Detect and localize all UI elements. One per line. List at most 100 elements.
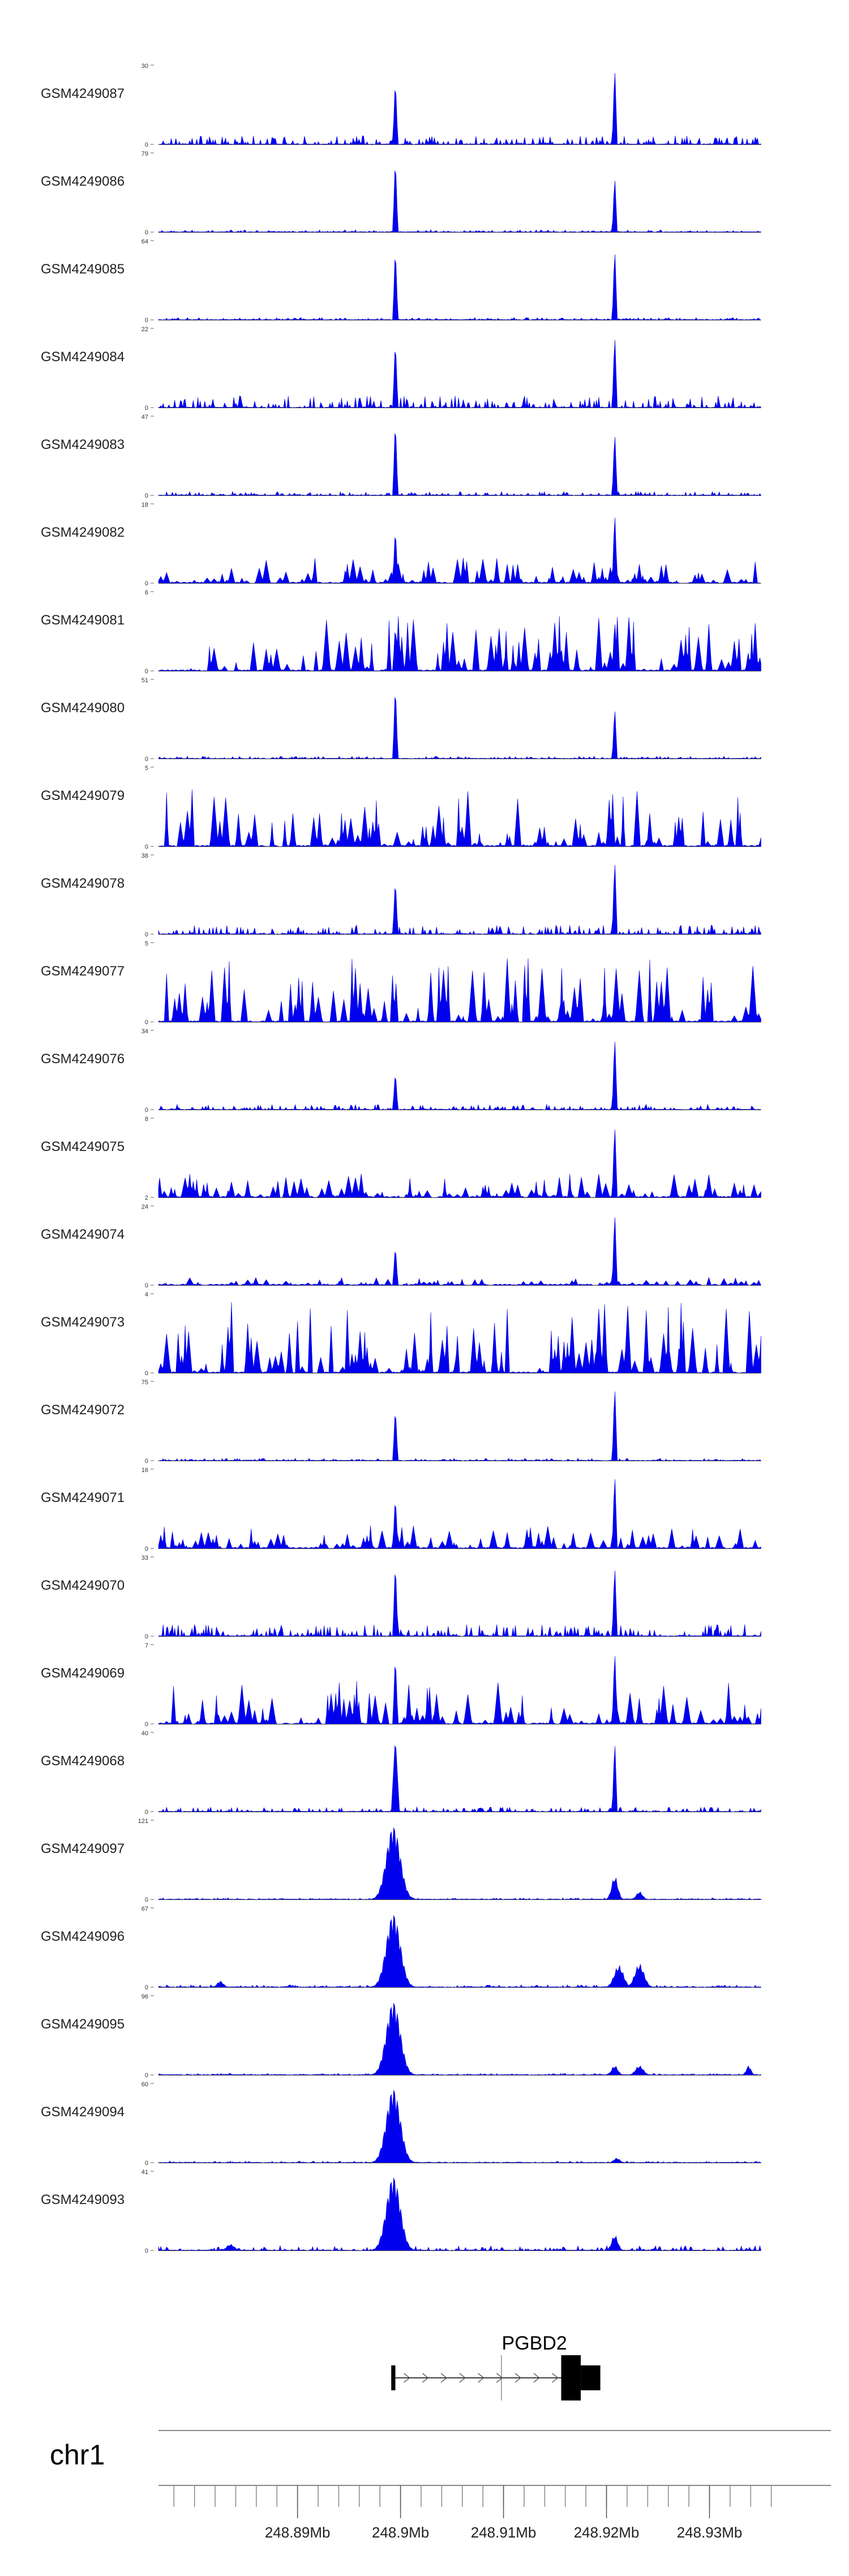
track-ymax-label: 30 <box>142 63 148 70</box>
track-label-GSM4249095: GSM4249095 <box>41 2017 125 2032</box>
track-ymin-label: 0 <box>145 1107 148 1114</box>
track-ymax-label: 7 <box>145 1642 148 1649</box>
track-ymin-label: 0 <box>145 1633 148 1640</box>
strand-arrow-icon <box>404 2373 410 2383</box>
track-ymin-label: 0 <box>145 1546 148 1552</box>
track-ymax-label: 6 <box>145 589 148 596</box>
axis-tick-label: 248.89Mb <box>265 2524 331 2541</box>
track-ymin-label: 0 <box>145 1282 148 1289</box>
track-label-GSM4249080: GSM4249080 <box>41 700 125 716</box>
track-ymin-label: 0 <box>145 580 148 587</box>
track-ymin-label: 0 <box>145 756 148 763</box>
track-ymin-label: 0 <box>145 1984 148 1991</box>
strand-arrow-icon <box>552 2373 559 2383</box>
track-ymin-label: 0 <box>145 493 148 499</box>
track-ymin-label: 0 <box>145 229 148 236</box>
strand-arrow-icon <box>514 2373 522 2383</box>
signal-area <box>158 433 761 496</box>
track-ymin-label: 0 <box>145 1721 148 1728</box>
track-ymax-label: 18 <box>142 502 148 508</box>
signal-area <box>158 865 761 935</box>
signal-area <box>158 254 761 320</box>
signal-area <box>158 2090 761 2163</box>
track-label-GSM4249093: GSM4249093 <box>41 2192 125 2207</box>
track-label-GSM4249096: GSM4249096 <box>41 1929 125 1944</box>
track-ymin-label: 0 <box>145 1370 148 1377</box>
signal-area <box>158 2002 761 2076</box>
track-ymin-label: 2 <box>145 1195 148 1201</box>
track-ymin-label: 0 <box>145 2248 148 2254</box>
signal-area <box>158 1217 761 1286</box>
track-ymax-label: 47 <box>142 414 148 421</box>
strand-arrow-icon <box>422 2373 429 2383</box>
track-ymax-label: 4 <box>145 1291 148 1298</box>
strand-arrow-icon <box>440 2373 448 2383</box>
signal-area <box>158 340 761 409</box>
signal-area <box>158 1302 761 1373</box>
track-label-GSM4249086: GSM4249086 <box>41 174 125 189</box>
track-ymax-label: 67 <box>142 1906 148 1912</box>
track-label-GSM4249078: GSM4249078 <box>41 876 125 891</box>
track-label-GSM4249094: GSM4249094 <box>41 2104 125 2120</box>
track-ymin-label: 0 <box>145 405 148 412</box>
chromosome-label: chr1 <box>50 2439 105 2471</box>
strand-arrow-icon <box>496 2373 503 2383</box>
track-label-GSM4249071: GSM4249071 <box>41 1490 125 1505</box>
signal-area <box>158 1745 761 1812</box>
track-ymin-label: 0 <box>145 142 148 148</box>
track-ymin-label: 0 <box>145 2072 148 2079</box>
signal-area <box>158 1827 761 1900</box>
track-ymax-label: 8 <box>145 1116 148 1123</box>
axis-tick-label: 248.92Mb <box>574 2524 640 2541</box>
track-ymax-label: 96 <box>142 1993 148 2000</box>
gene-exon-utr <box>581 2365 601 2390</box>
signal-area <box>158 1479 761 1549</box>
track-ymax-label: 79 <box>142 151 148 157</box>
track-ymax-label: 51 <box>142 677 148 684</box>
axis-tick-label: 248.9Mb <box>372 2524 429 2541</box>
track-label-GSM4249077: GSM4249077 <box>41 964 125 979</box>
signal-area <box>158 517 761 584</box>
strand-arrow-icon <box>533 2373 540 2383</box>
track-label-GSM4249087: GSM4249087 <box>41 86 125 101</box>
track-ymin-label: 0 <box>145 668 148 675</box>
track-ymax-label: 64 <box>142 238 148 245</box>
signal-area <box>158 1571 761 1637</box>
signal-area <box>158 1042 761 1110</box>
gene-exon <box>391 2365 396 2390</box>
track-ymin-label: 0 <box>145 931 148 938</box>
track-ymax-label: 22 <box>142 326 148 333</box>
track-label-GSM4249075: GSM4249075 <box>41 1139 125 1154</box>
track-ymin-label: 0 <box>145 844 148 850</box>
strand-arrow-icon <box>459 2373 466 2383</box>
axis-tick-label: 248.93Mb <box>677 2524 743 2541</box>
track-ymin-label: 0 <box>145 1809 148 1816</box>
track-ymin-label: 0 <box>145 2160 148 2167</box>
track-label-GSM4249083: GSM4249083 <box>41 437 125 452</box>
track-ymax-label: 41 <box>142 2169 148 2176</box>
track-ymax-label: 5 <box>145 940 148 947</box>
signal-area <box>158 1915 761 1988</box>
track-label-GSM4249068: GSM4249068 <box>41 1753 125 1769</box>
track-ymax-label: 60 <box>142 2081 148 2088</box>
track-label-GSM4249076: GSM4249076 <box>41 1051 125 1067</box>
track-ymax-label: 75 <box>142 1379 148 1386</box>
track-ymax-label: 38 <box>142 853 148 859</box>
strand-arrow-icon <box>478 2373 484 2383</box>
axis-tick-label: 248.91Mb <box>471 2524 537 2541</box>
signal-area <box>158 697 761 759</box>
track-label-GSM4249074: GSM4249074 <box>41 1227 125 1242</box>
track-ymax-label: 24 <box>142 1204 148 1210</box>
track-label-GSM4249069: GSM4249069 <box>41 1666 125 1681</box>
signal-area <box>158 1129 761 1198</box>
track-ymin-label: 0 <box>145 1458 148 1465</box>
track-label-GSM4249070: GSM4249070 <box>41 1578 125 1593</box>
signal-area <box>158 170 761 233</box>
track-label-GSM4249097: GSM4249097 <box>41 1841 125 1856</box>
track-label-GSM4249079: GSM4249079 <box>41 788 125 803</box>
track-ymax-label: 121 <box>138 1818 148 1825</box>
signal-area <box>158 72 761 146</box>
signal-area <box>158 789 761 847</box>
